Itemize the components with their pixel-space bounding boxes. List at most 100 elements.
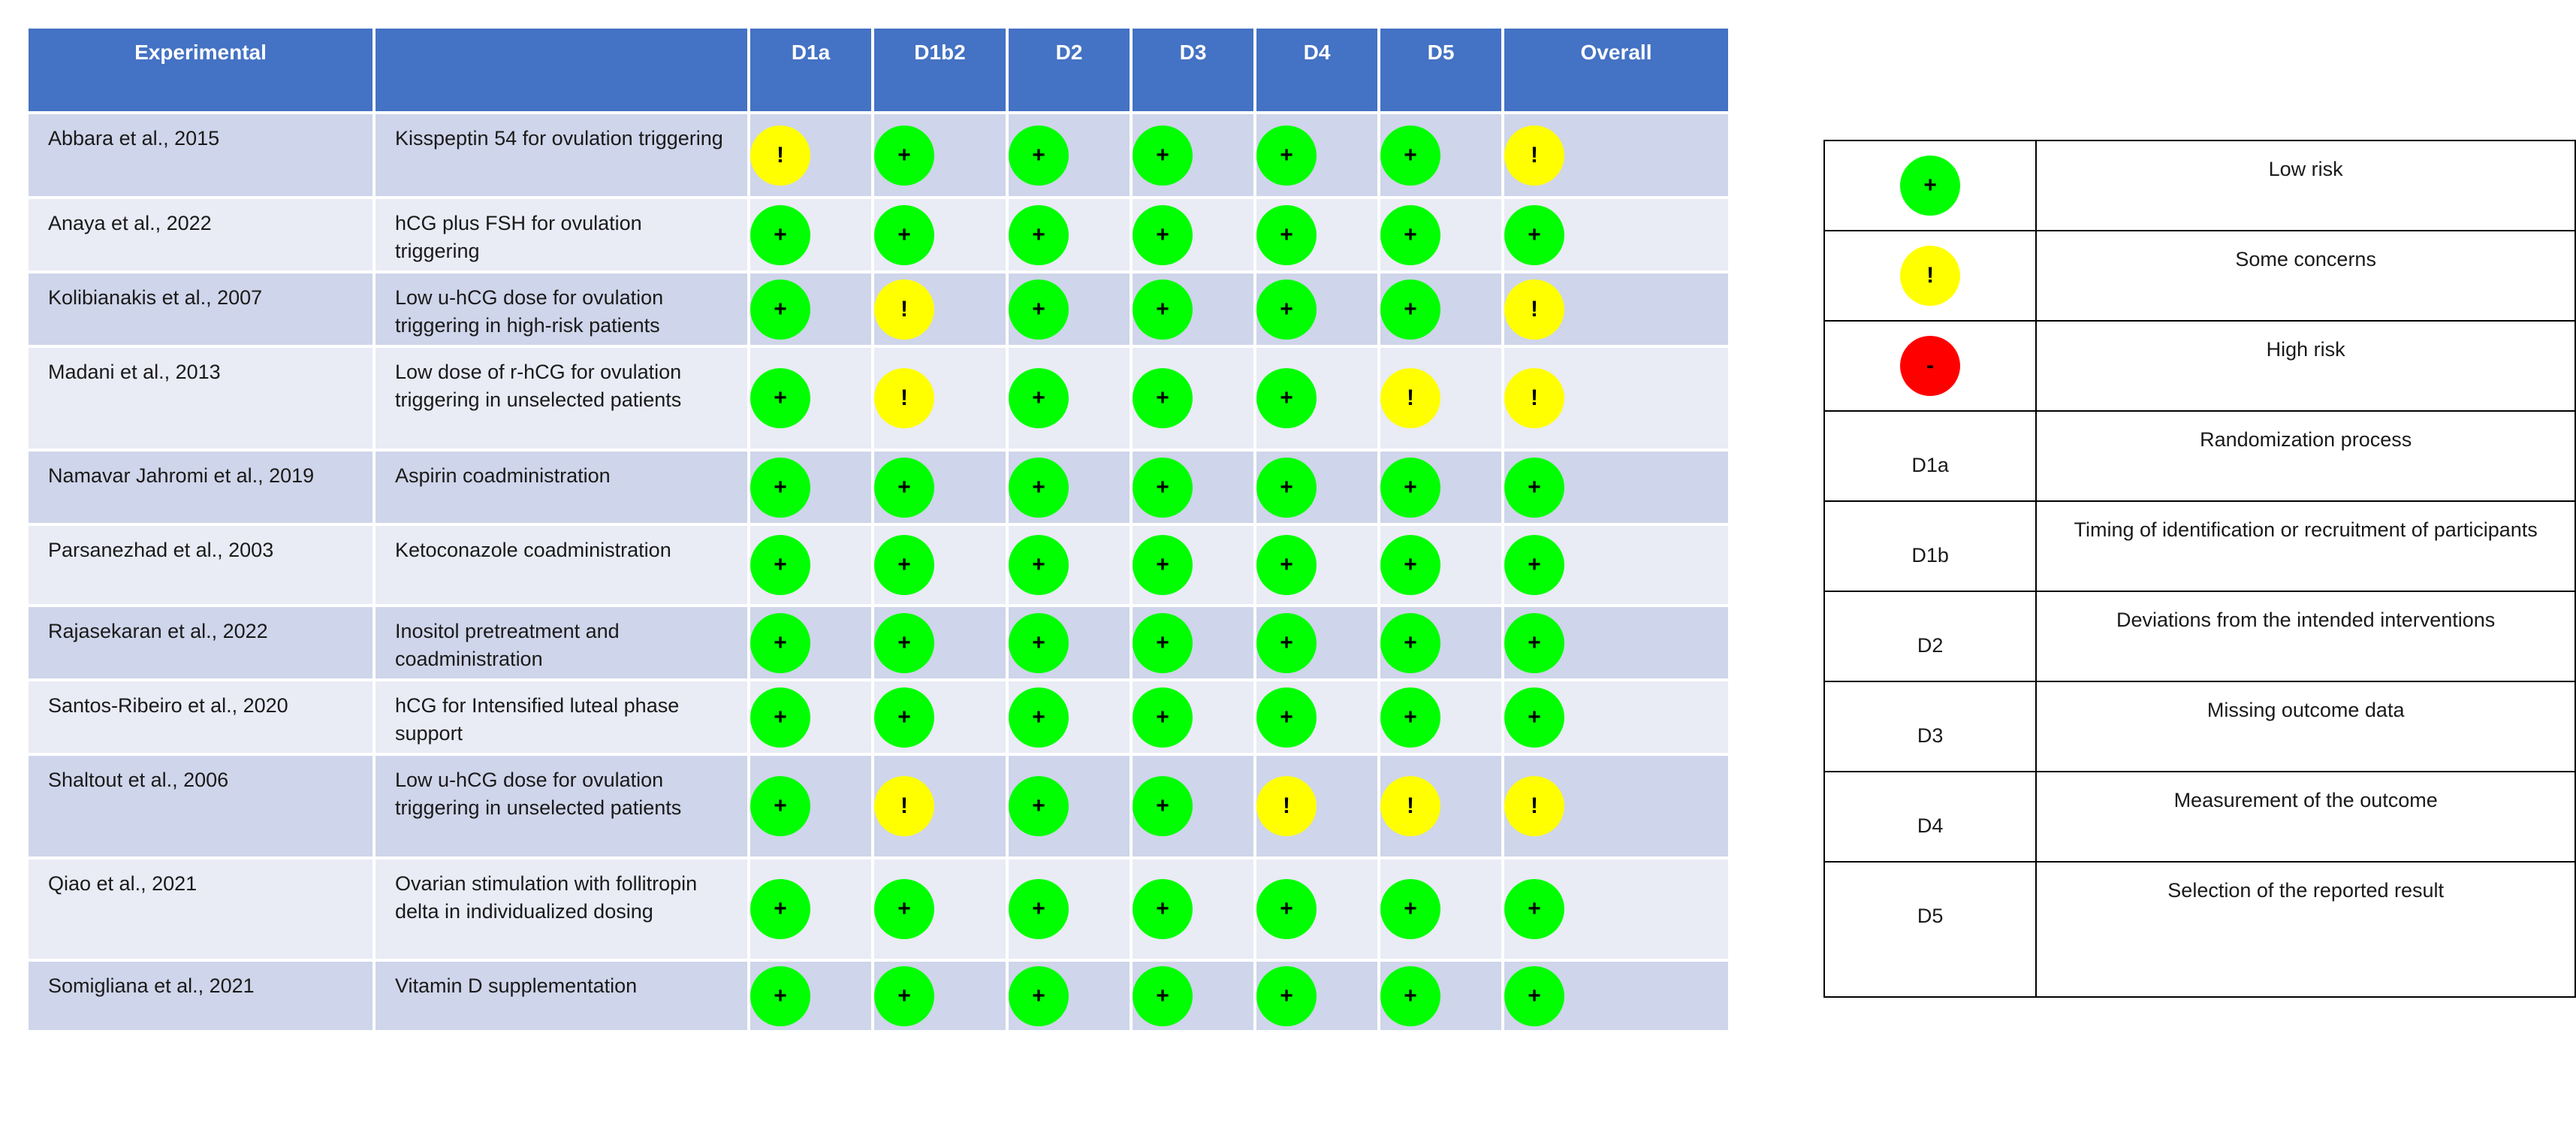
rating-cell-d1a: + [750,607,871,678]
intervention-cell: Ketoconazole coadministration [376,526,747,604]
rating-cell-d2: + [1009,962,1130,1030]
legend-domain-code: D1a [1823,410,2038,502]
low-risk-icon: + [1133,687,1193,748]
some-concerns-icon: ! [874,368,934,428]
low-risk-icon: + [1380,612,1440,673]
study-cell: Namavar Jahromi et al., 2019 [29,452,373,523]
header-row: Experimental D1a D1b2 D2 D3 D4 D5 Overal… [29,29,1728,111]
rating-cell-d2: + [1009,607,1130,678]
low-risk-icon: + [1133,368,1193,428]
some-concerns-icon: ! [1504,279,1564,340]
rating-cell-d1b2: + [874,681,1006,753]
low-risk-icon: + [1133,535,1193,595]
rating-cell-d4: + [1256,348,1377,449]
some-concerns-icon: ! [1256,776,1317,836]
rating-cell-d1a: + [750,199,871,270]
rating-cell-overall: + [1504,199,1728,270]
low-risk-icon: + [1256,368,1317,428]
low-risk-icon: + [874,687,934,748]
header-d5: D5 [1380,29,1501,111]
rating-cell-d5: + [1380,452,1501,523]
rating-cell-d5: + [1380,962,1501,1030]
rating-cell-d2: + [1009,348,1130,449]
low-risk-icon: + [1133,776,1193,836]
study-cell: Madani et al., 2013 [29,348,373,449]
low-risk-icon: + [1380,965,1440,1026]
some-concerns-icon: ! [1380,776,1440,836]
low-risk-icon: + [1256,965,1317,1026]
legend-row: D4 Measurement of the outcome [1823,771,2576,863]
legend-domain-code: D4 [1823,771,2038,863]
rating-cell-d4: + [1256,607,1377,678]
rating-cell-d4: + [1256,199,1377,270]
header-experimental: Experimental [29,29,373,111]
rating-cell-d2: + [1009,273,1130,345]
header-d1b2: D1b2 [874,29,1006,111]
rating-cell-d2: + [1009,452,1130,523]
low-risk-icon: + [750,687,810,748]
low-risk-icon: + [1009,776,1069,836]
low-risk-icon: + [750,965,810,1026]
rating-cell-d1b2: + [874,199,1006,270]
low-risk-icon: + [874,125,934,186]
rating-cell-d4: + [1256,273,1377,345]
rating-cell-overall: ! [1504,348,1728,449]
rating-cell-d5: + [1380,273,1501,345]
rating-cell-d1a: + [750,681,871,753]
low-risk-icon: + [874,457,934,518]
some-concerns-icon: ! [874,279,934,340]
study-cell: Rajasekaran et al., 2022 [29,607,373,678]
rating-cell-d3: + [1133,962,1253,1030]
table-row: Shaltout et al., 2006 Low u-hCG dose for … [29,756,1728,857]
rating-cell-d2: + [1009,526,1130,604]
low-risk-icon: + [1009,125,1069,186]
low-risk-icon: + [1380,457,1440,518]
legend-label: Some concerns [2035,230,2576,322]
rating-cell-d5: ! [1380,756,1501,857]
rating-cell-d1a: + [750,273,871,345]
table-body: Abbara et al., 2015 Kisspeptin 54 for ovu… [29,114,1728,1030]
low-risk-icon: + [750,776,810,836]
study-cell: Abbara et al., 2015 [29,114,373,196]
low-risk-icon: + [1380,879,1440,939]
legend-row: D1b Timing of identification or recruitme… [1823,500,2576,592]
some-concerns-icon: ! [750,125,810,186]
rating-cell-d1b2: ! [874,273,1006,345]
rating-cell-d5: + [1380,860,1501,959]
rating-cell-overall: + [1504,452,1728,523]
rating-cell-d2: + [1009,860,1130,959]
low-risk-icon: + [1256,125,1317,186]
low-risk-icon: + [1133,612,1193,673]
low-risk-icon: + [1380,535,1440,595]
study-cell: Qiao et al., 2021 [29,860,373,959]
rating-cell-d3: + [1133,860,1253,959]
low-risk-icon: + [750,612,810,673]
rating-cell-d1b2: + [874,526,1006,604]
header-intervention [376,29,747,111]
rating-cell-d5: + [1380,199,1501,270]
rating-cell-overall: + [1504,962,1728,1030]
intervention-cell: Vitamin D supplementation [376,962,747,1030]
legend-domain-code: D2 [1823,591,2038,682]
some-concerns-icon: ! [1900,246,1961,306]
low-risk-icon: + [874,204,934,265]
rating-cell-d2: + [1009,114,1130,196]
low-risk-icon: + [1504,204,1564,265]
rating-cell-d1b2: + [874,607,1006,678]
legend-domain-label: Measurement of the outcome [2035,771,2576,863]
legend-icon-cell: ! [1823,230,2038,322]
low-risk-icon: + [1504,879,1564,939]
low-risk-icon: + [1133,204,1193,265]
low-risk-icon: + [1256,687,1317,748]
table-row: Kolibianakis et al., 2007 Low u-hCG dose … [29,273,1728,345]
rating-cell-overall: ! [1504,756,1728,857]
header-d2: D2 [1009,29,1130,111]
low-risk-icon: + [1380,687,1440,748]
rating-cell-d1a: + [750,860,871,959]
low-risk-icon: + [1256,457,1317,518]
study-cell: Shaltout et al., 2006 [29,756,373,857]
table-row: Abbara et al., 2015 Kisspeptin 54 for ovu… [29,114,1728,196]
low-risk-icon: + [874,879,934,939]
intervention-cell: Low u-hCG dose for ovulation triggering … [376,756,747,857]
low-risk-icon: + [874,965,934,1026]
